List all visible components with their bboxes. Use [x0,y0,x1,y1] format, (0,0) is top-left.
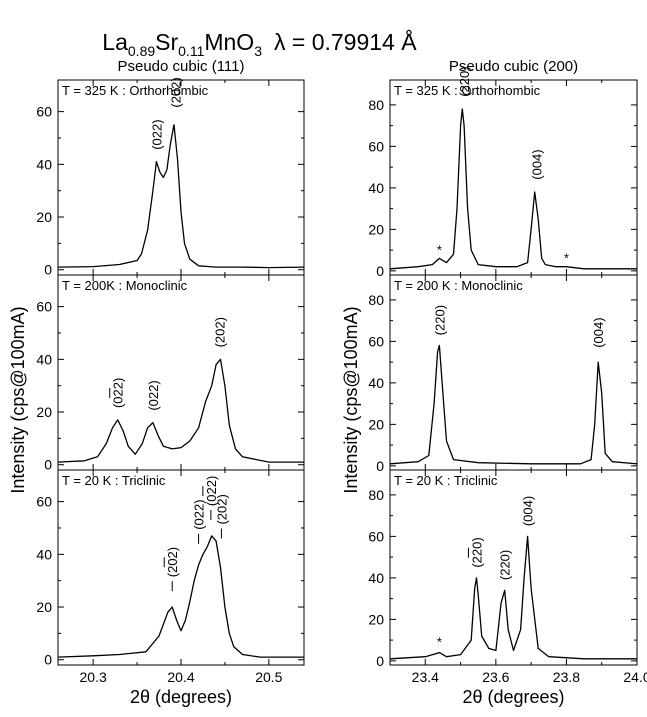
y-tick-label: 80 [368,97,384,113]
panels: Pseudo cubic (111) 0 20 40 60 T = 325 K : Ort… [36,58,647,707]
y-tick-label: 40 [368,180,384,196]
y-tick-label: 0 [376,263,384,279]
plot-frame [389,469,638,666]
y-tick-label: 0 [44,652,52,668]
panel-left-1: Pseudo cubic (111) 0 20 40 60 T = 325 K : Ort… [36,58,305,278]
x-tick-label: 23.6 [482,669,509,685]
y-tick-label: 60 [36,494,52,510]
diffraction-profile-line [57,124,305,269]
peak-label: (022) [111,378,126,408]
y-tick-label: 60 [368,528,384,544]
panel-label: T = 200K : Monoclinic [62,278,188,293]
plot-frame [57,79,305,276]
x-tick-label: 20.3 [80,669,107,685]
panel-label: T = 20 K : Triclinic [394,473,498,488]
peak-label: (202) [165,547,180,577]
peak-label: (202) [213,317,228,347]
y-tick-label: 40 [36,156,52,172]
peak-label: (022) [146,380,161,410]
y-tick-label: 40 [36,546,52,562]
panel-label: T = 200 K : Monoclinic [394,278,523,293]
x-tick-label: 20.4 [167,669,194,685]
y-tick-label: 0 [44,262,52,278]
peak-label: (022) [192,499,207,529]
x-axis-label: 2θ (degrees) [130,687,232,707]
y-tick-label: 0 [44,457,52,473]
peak-label: (220) [469,537,484,567]
y-tick-label: 20 [368,611,384,627]
peak-label: (004) [529,149,544,179]
y-tick-label: 20 [36,209,52,225]
peak-label: (220) [457,66,472,96]
y-tick-label: 20 [368,416,384,432]
y-tick-label: 60 [36,104,52,120]
peak-label: (022) [149,119,164,149]
diffraction-profile-line [389,108,637,270]
panel-right-2: 0 20 40 60 80 T = 200 K : Monoclinic (220) (004… [368,274,638,474]
y-tick-label: 80 [368,487,384,503]
y-tick-label: 20 [36,404,52,420]
x-tick-label: 24.0 [623,669,647,685]
y-axis-label-right: Intensity (cps@100mA) [341,306,361,493]
y-tick-label: 80 [368,292,384,308]
y-tick-label: 60 [368,333,384,349]
x-tick-label: 23.4 [412,669,439,685]
column-title: Pseudo cubic (200) [449,58,578,75]
peak-label: (202) [214,494,229,524]
y-tick-label: 40 [36,351,52,367]
panel-label: T = 325 K : Orthorhombic [62,83,209,98]
y-tick-label: 60 [36,299,52,315]
y-tick-label: 20 [36,599,52,615]
peak-label: (202) [169,77,184,107]
plot-frame [389,79,638,276]
diffraction-profile-line [57,535,304,658]
peak-label: (004) [591,317,606,347]
figure-title: La0.89Sr0.11MnO3 λ = 0.79914 Å [102,28,417,59]
column-title: Pseudo cubic (111) [117,58,244,75]
title-wavelength: λ = 0.79914 Å [274,28,417,55]
title-formula: La0.89Sr0.11MnO3 [102,29,262,59]
panel-right-3: 0 20 40 60 80 23.4 23.6 23.8 24.0 2θ (degrees) T =… [368,469,647,707]
peak-label: (004) [521,496,536,526]
x-tick-label: 23.8 [553,669,580,685]
impurity-star: * [437,242,442,257]
y-tick-label: 60 [368,138,384,154]
peak-label: (220) [498,550,513,580]
y-tick-label: 20 [368,221,384,237]
y-tick-label: 0 [376,653,384,669]
impurity-star: * [437,634,442,649]
x-axis-label: 2θ (degrees) [462,687,564,707]
impurity-star: * [564,251,569,266]
panel-left-3: 0 20 40 60 20.3 20.4 20.5 2θ (degrees) T = 20 K … [36,469,305,707]
peak-label: (022) [204,476,219,506]
plot-frame [57,469,305,666]
x-tick-label: 20.5 [255,669,282,685]
diffraction-profile-line [57,358,304,463]
peak-label: (220) [432,305,447,335]
panel-right-1: Pseudo cubic (200) 0 20 40 60 80 T = 325 K : O… [368,58,638,279]
y-axis-label-left: Intensity (cps@100mA) [8,306,28,493]
diffraction-profile-line [389,344,638,465]
plot-frame [57,274,305,471]
y-tick-label: 40 [368,375,384,391]
diffraction-profile-line [389,535,637,660]
y-tick-label: 0 [376,458,384,474]
panel-left-2: 0 20 40 60 T = 200K : Monoclinic (022) (022) (2… [36,274,305,473]
panel-label: T = 20 K : Triclinic [62,473,166,488]
panel-label: T = 325 K : Orthorhombic [394,83,541,98]
y-tick-label: 40 [368,570,384,586]
